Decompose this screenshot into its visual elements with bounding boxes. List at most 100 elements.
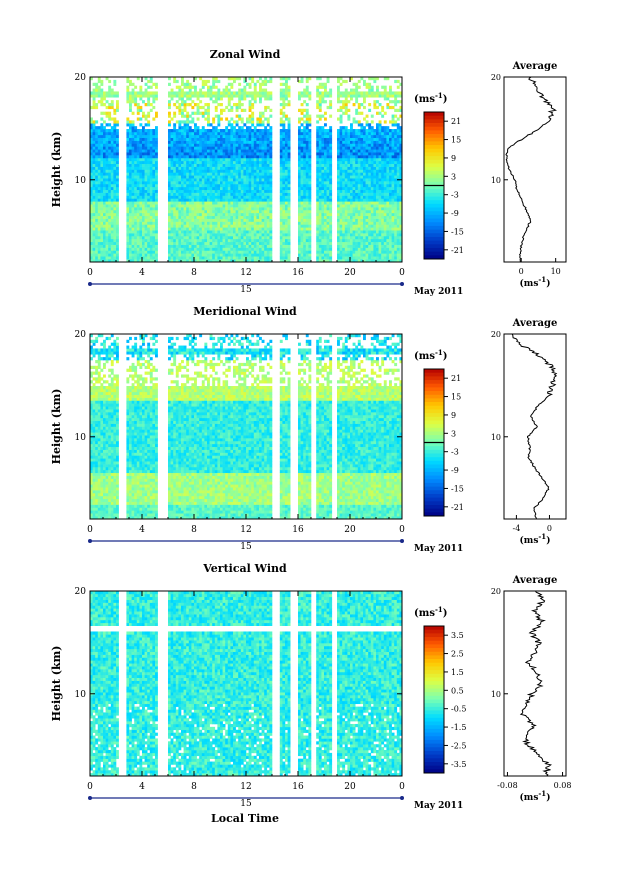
heatmap-cell <box>287 155 291 159</box>
heatmap-cell <box>204 215 208 219</box>
heatmap-cell <box>220 137 223 141</box>
heatmap-cell <box>285 114 288 118</box>
heatmap-cell <box>225 178 229 182</box>
heatmap-cell <box>194 172 197 176</box>
heatmap-cell <box>298 241 301 245</box>
heatmap-cell <box>269 250 273 254</box>
heatmap-cell <box>131 224 135 228</box>
heatmap-cell <box>365 166 369 170</box>
heatmap-cell <box>287 85 291 89</box>
heatmap-cell <box>251 253 255 257</box>
heatmap-cell <box>266 131 270 136</box>
heatmap-cell <box>235 186 239 191</box>
heatmap-cell <box>100 97 104 101</box>
heatmap-cell <box>326 178 330 182</box>
heatmap-cell <box>305 146 309 150</box>
heatmap-cell <box>279 198 283 202</box>
heatmap-cell <box>246 230 249 234</box>
heatmap-cell <box>261 181 265 185</box>
heatmap-cell <box>103 186 106 191</box>
heatmap-cell <box>352 137 356 141</box>
heatmap-cell <box>269 198 273 202</box>
heatmap-cell <box>214 129 218 133</box>
heatmap-cell <box>170 172 174 176</box>
heatmap-cell <box>116 212 119 217</box>
heatmap-cell <box>266 233 270 237</box>
heatmap-cell <box>285 175 288 179</box>
heatmap-cell <box>199 221 203 225</box>
heatmap-cell <box>318 108 322 112</box>
heatmap-cell <box>285 94 288 98</box>
heatmap-cell <box>196 105 200 110</box>
heatmap-cell <box>287 137 291 141</box>
heatmap-cell <box>207 131 210 136</box>
heatmap-cell <box>355 166 359 170</box>
heatmap-cell <box>238 163 242 167</box>
heatmap-cell <box>222 189 226 193</box>
heatmap-cell <box>324 233 327 237</box>
heatmap-cell <box>155 166 158 170</box>
heatmap-cell <box>350 149 353 153</box>
heatmap-cell <box>337 192 340 196</box>
heatmap-cell <box>170 189 174 193</box>
heatmap-cell <box>285 152 288 156</box>
heatmap-cell <box>368 241 372 245</box>
heatmap-cell <box>269 247 273 251</box>
heatmap-cell <box>368 224 372 228</box>
heatmap-cell <box>191 221 195 225</box>
heatmap-cell <box>243 204 247 208</box>
heatmap-cell <box>259 123 262 127</box>
heatmap-cell <box>248 221 252 225</box>
heatmap-cell <box>90 215 93 219</box>
heatmap-cell <box>318 204 322 208</box>
heatmap-cell <box>324 82 327 86</box>
heatmap-cell <box>324 160 327 165</box>
heatmap-cell <box>199 131 203 136</box>
heatmap-cell <box>183 82 187 86</box>
heatmap-cell <box>97 100 101 104</box>
heatmap-cell <box>97 201 101 205</box>
heatmap-cell <box>220 152 223 156</box>
heatmap-cell <box>347 166 351 170</box>
heatmap-cell <box>201 152 205 156</box>
heatmap-cell <box>90 247 93 251</box>
heatmap-cell <box>235 204 239 208</box>
heatmap-cell <box>261 244 265 248</box>
heatmap-cell <box>134 175 138 179</box>
heatmap-cell <box>173 227 177 231</box>
heatmap-cell <box>209 189 213 193</box>
heatmap-cell <box>285 209 288 214</box>
heatmap-cell <box>90 123 93 127</box>
heatmap-cell <box>303 247 307 251</box>
heatmap-cell <box>269 175 273 179</box>
heatmap-cell <box>108 241 112 245</box>
heatmap-cell <box>168 129 171 133</box>
heatmap-cell <box>108 256 112 260</box>
heatmap-cell <box>303 212 307 217</box>
heatmap-cell <box>233 103 236 107</box>
heatmap-cell <box>103 227 106 231</box>
heatmap-cell <box>144 169 148 173</box>
heatmap-cell <box>225 105 229 110</box>
heatmap-cell <box>147 111 151 115</box>
heatmap-cell <box>238 77 242 81</box>
heatmap-cell <box>287 247 291 251</box>
heatmap-cell <box>217 131 221 136</box>
heatmap-cell <box>253 201 257 205</box>
heatmap-cell <box>285 91 288 95</box>
heatmap-cell <box>326 94 330 98</box>
heatmap-cell <box>149 247 153 251</box>
heatmap-cell <box>339 259 343 263</box>
heatmap-cell <box>324 212 327 217</box>
heatmap-cell <box>155 235 158 240</box>
heatmap-cell <box>240 152 244 156</box>
heatmap-cell <box>261 160 265 165</box>
heatmap-cell <box>181 250 184 254</box>
heatmap-cell <box>253 195 257 199</box>
heatmap-cell <box>90 244 93 248</box>
heatmap-cell <box>129 94 132 98</box>
heatmap-cell <box>207 215 210 219</box>
heatmap-cell <box>113 155 117 159</box>
heatmap-cell <box>204 241 208 245</box>
heatmap-cell <box>357 201 361 205</box>
